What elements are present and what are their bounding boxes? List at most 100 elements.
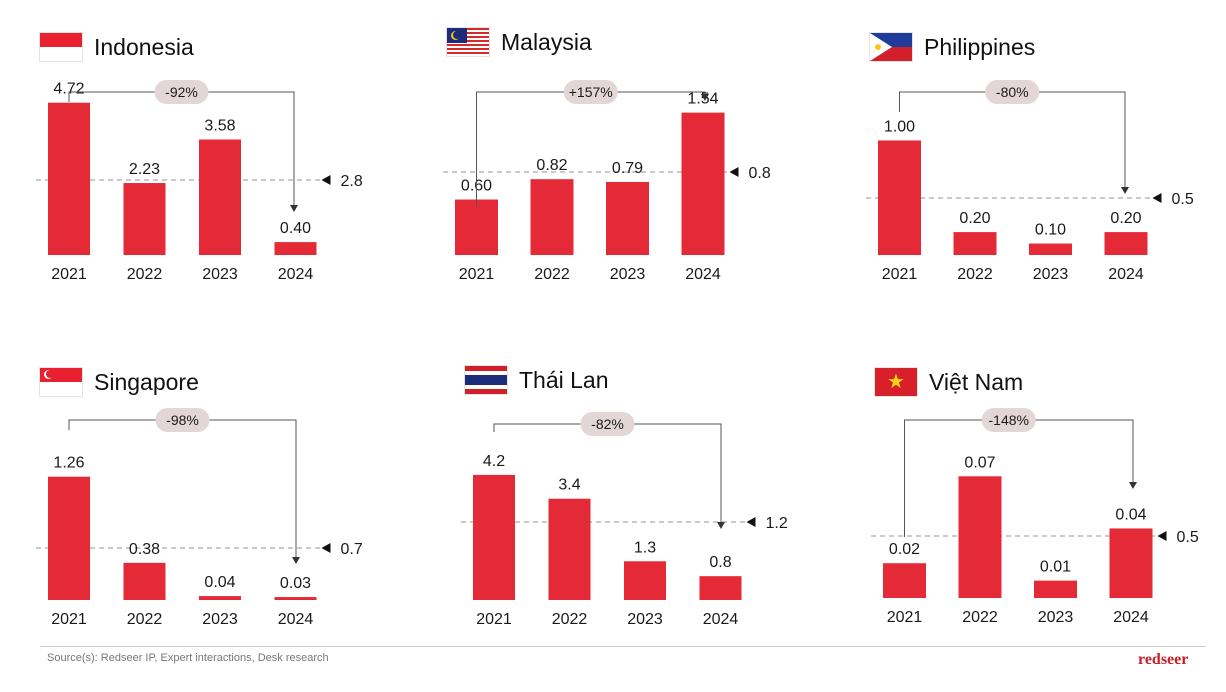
bar [1029,243,1072,255]
reference-marker [729,167,739,177]
chart-title: Indonesia [94,33,194,60]
x-tick-label: 2021 [887,609,923,626]
change-pill [563,80,618,104]
data-label: 4.72 [53,81,84,98]
malaysia-flag-icon [447,28,489,56]
change-label: +157% [569,84,613,100]
change-label: -98% [166,412,199,428]
reference-label: 1.2 [766,515,788,532]
bar [878,140,921,255]
chart-panel-indonesia: Indonesia 2.8 4.72 2021 2.23 2022 3.58 2023 0.4… [36,27,440,327]
malaysia-crescent-mask [453,31,461,39]
source-note: Source(s): Redseer IP, Expert interactio… [47,652,329,664]
reference-label: 0.7 [341,541,363,558]
bar [274,242,317,255]
bar [548,498,591,600]
change-connector [904,419,1134,537]
change-connector [68,419,297,558]
chart-header: Indonesia [40,27,194,67]
bar [48,102,90,255]
x-tick-label: 2023 [627,611,663,628]
footer-divider [40,646,1206,647]
chart-title: Malaysia [501,28,592,55]
change-connector [476,91,706,207]
reference-label: 0.5 [1177,529,1199,546]
chart-title: Singapore [94,368,199,395]
bar [681,112,725,256]
bar [48,476,90,600]
x-tick-label: 2024 [1113,609,1149,626]
x-tick-label: 2023 [202,611,238,628]
reference-marker [321,175,331,185]
x-tick-label: 2021 [459,266,495,283]
chart-panel-vietnam: ★ Việt Nam 0.5 0.02 2021 0.07 2022 0.01 2023 0.… [871,362,1226,662]
philippines-sun [875,44,881,50]
data-label: 1.00 [884,118,915,135]
data-label: 0.8 [709,554,731,571]
philippines-flag-icon [870,33,912,61]
reference-label: 0.8 [749,165,771,182]
bar-chart-singapore: 0.7 1.26 2021 0.38 2022 0.04 2023 0.03 2024 -98% [36,408,363,628]
bar [199,139,241,255]
chart-panel-thailand: Thái Lan 1.2 4.2 2021 3.4 2022 1.3 2023 0.8 2024… [461,360,865,660]
x-tick-label: 2021 [51,266,87,283]
data-label: 0.02 [889,541,920,558]
data-label: 0.04 [1115,506,1146,523]
bar [1109,528,1153,598]
bar-chart-vietnam: 0.5 0.02 2021 0.07 2022 0.01 2023 0.04 2024 -148% [871,408,1199,626]
x-tick-label: 2022 [962,609,998,626]
chart-header: Singapore [40,362,199,402]
chart-panel-malaysia: Malaysia 0.8 0.60 2021 0.82 2022 0.79 2023 1.54… [443,22,847,322]
reference-label: 2.8 [341,173,363,190]
chart-header: ★ Việt Nam [875,362,1023,402]
data-label: 0.20 [959,210,990,227]
indonesia-flag-icon [40,33,82,61]
change-arrowhead [717,522,725,529]
x-tick-label: 2024 [703,611,739,628]
change-label: -92% [165,84,198,100]
change-arrowhead [292,557,300,564]
reference-marker [321,543,331,553]
change-connector [493,423,722,523]
data-label: 0.20 [1110,210,1141,227]
x-tick-label: 2021 [882,266,918,283]
reference-marker [1152,193,1162,203]
bar [473,474,515,600]
x-tick-label: 2022 [127,611,163,628]
chart-header: Malaysia [447,22,592,62]
chart-title: Philippines [924,33,1036,60]
change-label: -80% [996,84,1029,100]
bar-chart-indonesia: 2.8 4.72 2021 2.23 2022 3.58 2023 0.40 2024 -92% [36,80,363,283]
reference-marker [746,517,756,527]
data-label: 1.26 [53,455,84,472]
data-label: 0.38 [129,541,160,558]
data-label: 0.04 [204,574,235,591]
chart-title: Việt Nam [929,368,1024,395]
change-arrowhead [290,205,298,212]
x-tick-label: 2022 [957,266,993,283]
bar [123,183,166,255]
data-label: 3.4 [558,477,580,494]
bar [199,596,241,600]
change-arrowhead [1129,482,1137,489]
bar [953,232,997,255]
data-label: 4.2 [483,453,505,470]
bar [1034,580,1077,598]
change-label: -82% [591,416,624,432]
change-pill [985,80,1040,104]
change-arrowhead [701,94,709,101]
change-pill [155,408,210,432]
data-label: 2.23 [129,161,160,178]
x-tick-label: 2023 [1038,609,1074,626]
x-tick-label: 2024 [278,611,314,628]
x-tick-label: 2021 [476,611,512,628]
change-pill [981,408,1036,432]
chart-title: Thái Lan [519,366,609,393]
x-tick-label: 2023 [1033,266,1069,283]
data-label: 1.3 [634,539,656,556]
chart-panel-philippines: Philippines 0.5 1.00 2021 0.20 2022 0.10 2023 0… [866,27,1226,327]
x-tick-label: 2023 [610,266,646,283]
x-tick-label: 2024 [278,266,314,283]
change-pill [154,80,209,104]
bar [274,597,317,600]
